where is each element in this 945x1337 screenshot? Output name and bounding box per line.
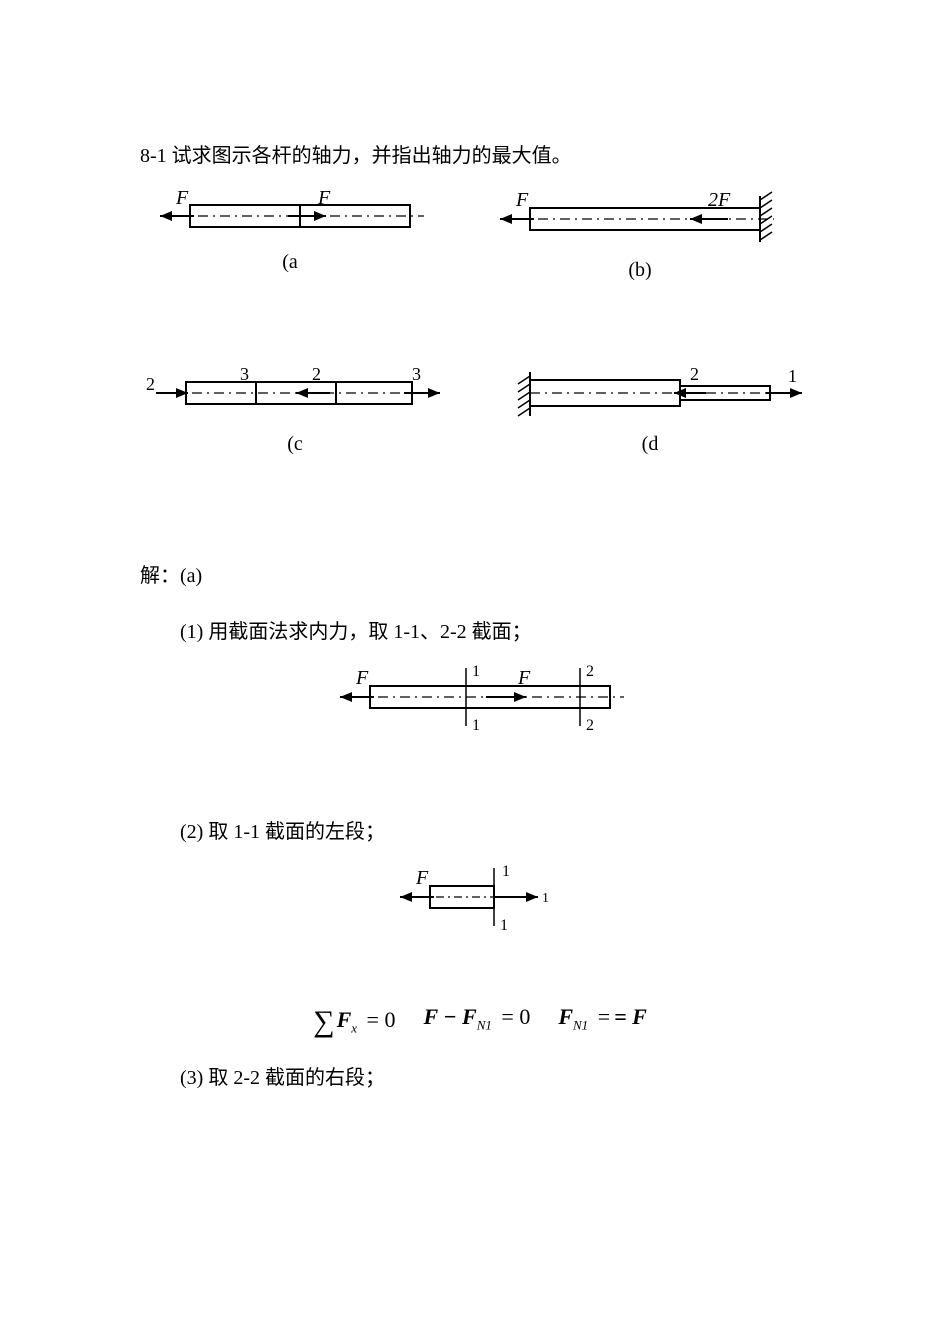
step-2-text: (2) 取 1-1 截面的左段；: [180, 816, 820, 848]
diagram-step2: F 1 1 1: [370, 858, 590, 936]
caption-b: (b): [628, 254, 651, 286]
diagram-a: F F: [140, 190, 440, 240]
figure-row-1: F F (a F 2F: [140, 190, 820, 286]
diagram-b: F 2F: [480, 190, 800, 248]
svg-text:1: 1: [502, 863, 510, 880]
sigma-symbol: ∑: [313, 1005, 334, 1038]
svg-text:1: 1: [472, 717, 480, 734]
solution-heading: 解：(a): [140, 560, 820, 592]
svg-text:F: F: [415, 867, 429, 889]
svg-text:1: 1: [500, 917, 508, 934]
svg-text:F: F: [355, 667, 369, 689]
force-label-F-mid: F: [317, 190, 331, 209]
diagram-step1: F F 1 1 2 2: [310, 658, 650, 736]
force-label-2F-b: 2F: [708, 190, 731, 211]
label-c-right: 3: [412, 366, 421, 384]
svg-text:F: F: [517, 667, 531, 689]
force-label-F-left: F: [175, 190, 189, 209]
label-c-mid: 2: [312, 366, 321, 384]
label-c-left: 2: [146, 374, 155, 394]
diagram-d: 2 1: [490, 366, 810, 422]
caption-c: (c: [287, 428, 303, 460]
figure-b: F 2F (b): [480, 190, 800, 286]
problem-statement: 8-1 试求图示各杆的轴力，并指出轴力的最大值。: [140, 140, 820, 172]
label-d-2: 2: [690, 366, 699, 384]
label-c-3: 3: [240, 366, 249, 384]
figure-c: 2 3 2 3 (c: [140, 366, 450, 460]
svg-text:1: 1: [542, 891, 549, 906]
equation-line: ∑Fx = 0 F − FN1 = 0 FN1 == F: [140, 976, 820, 1042]
force-label-F-b-left: F: [515, 190, 529, 211]
caption-a: (a: [282, 246, 298, 278]
svg-text:2: 2: [586, 663, 594, 680]
caption-d: (d: [642, 428, 659, 460]
svg-text:1: 1: [472, 663, 480, 680]
svg-text:2: 2: [586, 717, 594, 734]
figure-a: F F (a: [140, 190, 440, 278]
figure-row-2: 2 3 2 3 (c: [140, 366, 820, 460]
label-d-1: 1: [788, 366, 797, 386]
diagram-c: 2 3 2 3: [140, 366, 450, 422]
figure-d: 2 1 (d: [490, 366, 810, 460]
step-3-text: (3) 取 2-2 截面的右段；: [180, 1062, 820, 1094]
step-1-text: (1) 用截面法求内力，取 1-1、2-2 截面；: [180, 616, 820, 648]
